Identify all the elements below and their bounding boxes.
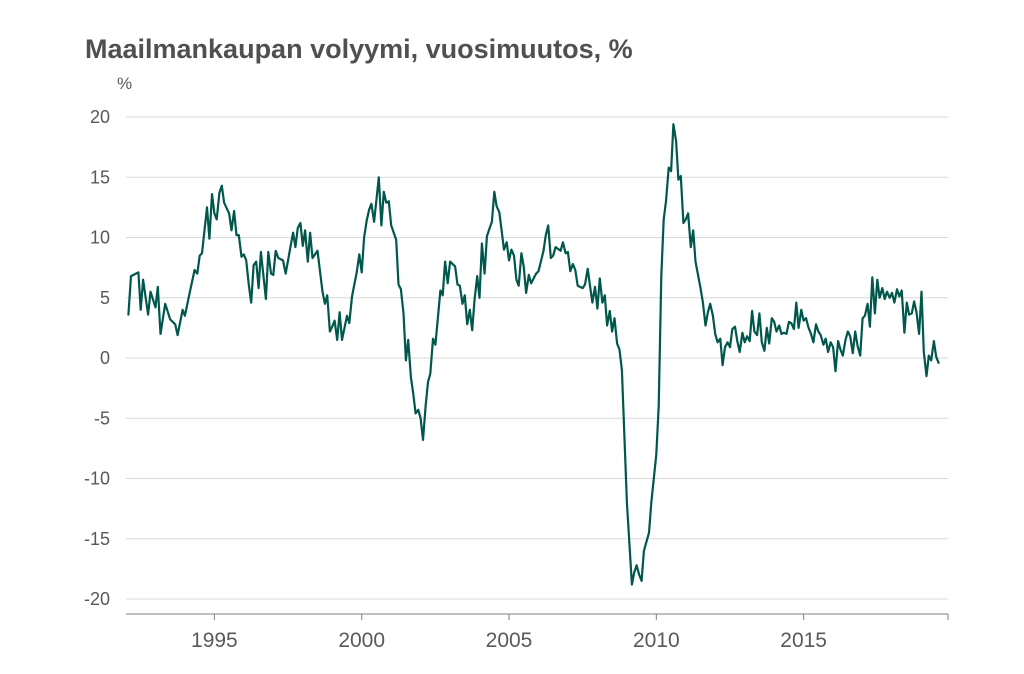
series-line (127, 123, 940, 586)
y-tick-label: -20 (84, 589, 110, 609)
y-tick-label: -10 (84, 469, 110, 489)
y-axis-unit-label: % (117, 74, 133, 93)
chart-title: Maailmankaupan volyymi, vuosimuutos, % (85, 34, 633, 64)
y-tick-label: 0 (100, 348, 110, 368)
y-axis-tick-labels: 20 15 10 5 0 -5 -10 -15 -20 (84, 107, 110, 609)
y-tick-label: -15 (84, 529, 110, 549)
x-axis (126, 613, 949, 620)
x-tick-label: 2000 (338, 629, 385, 652)
x-tick-label: 2015 (780, 629, 827, 652)
x-axis-tick-labels: 1995 2000 2005 2010 2015 (191, 629, 827, 652)
series-layer (127, 123, 940, 586)
y-tick-label: 15 (90, 167, 110, 187)
x-tick-label: 2010 (633, 629, 680, 652)
y-tick-label: 5 (100, 288, 110, 308)
gridlines (126, 116, 948, 600)
x-tick-label: 1995 (191, 629, 238, 652)
x-tick-label: 2005 (486, 629, 533, 652)
y-tick-label: 10 (90, 228, 110, 248)
y-tick-label: -5 (94, 408, 110, 428)
y-tick-label: 20 (90, 107, 110, 127)
